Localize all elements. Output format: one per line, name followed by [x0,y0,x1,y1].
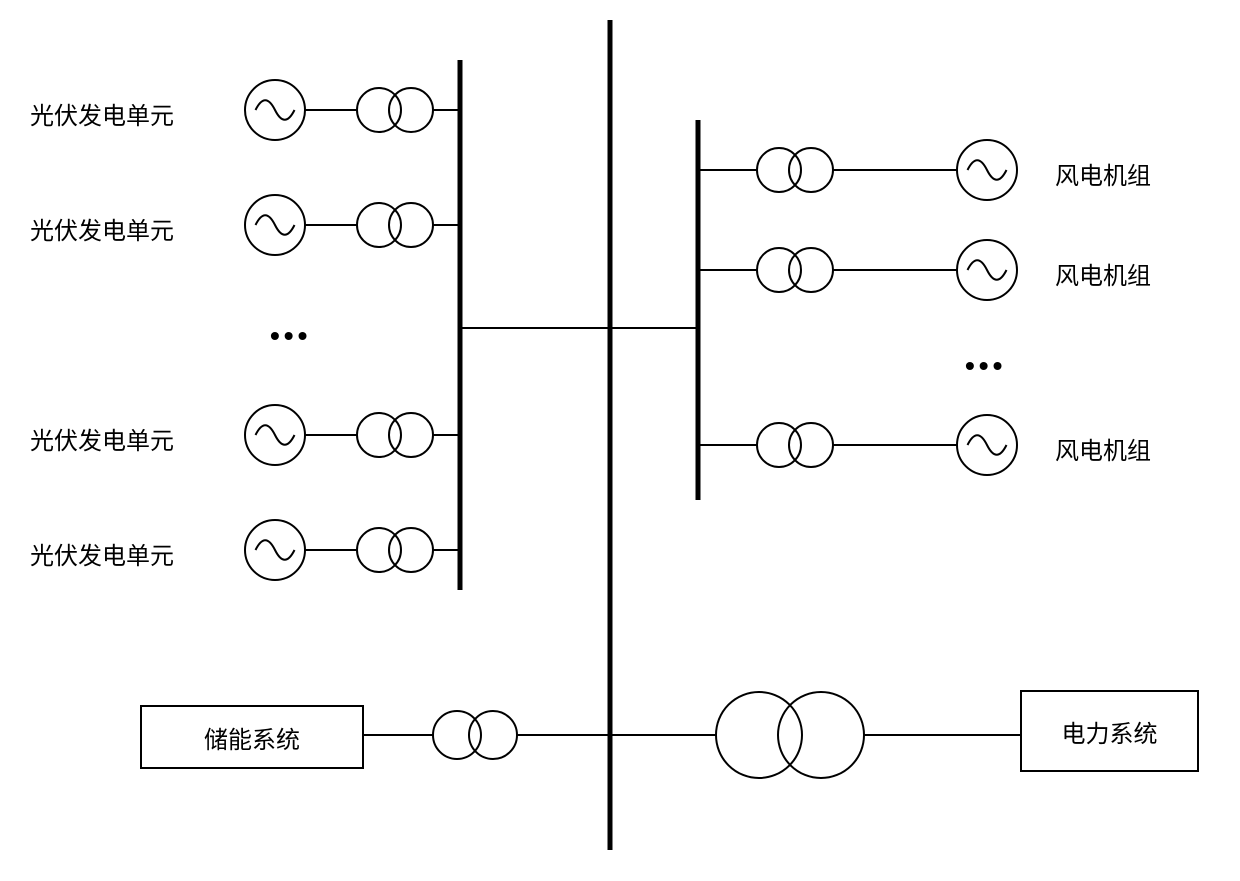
power-system-label: 电力系统 [1062,714,1158,749]
pv-unit-label: 光伏发电单元 [30,96,174,131]
wind-ellipsis: ••• [965,350,1006,382]
storage-system-label: 储能系统 [204,720,300,755]
wind-unit-label: 风电机组 [1055,156,1151,191]
storage-system-box: 储能系统 [140,705,364,769]
pv-unit-label: 光伏发电单元 [30,536,174,571]
power-system-box: 电力系统 [1020,690,1199,772]
wind-unit-label: 风电机组 [1055,431,1151,466]
wind-unit-label: 风电机组 [1055,256,1151,291]
pv-ellipsis: ••• [270,320,311,352]
storage-transformer-icon [433,711,481,759]
pv-unit-label: 光伏发电单元 [30,421,174,456]
pv-unit-label: 光伏发电单元 [30,211,174,246]
